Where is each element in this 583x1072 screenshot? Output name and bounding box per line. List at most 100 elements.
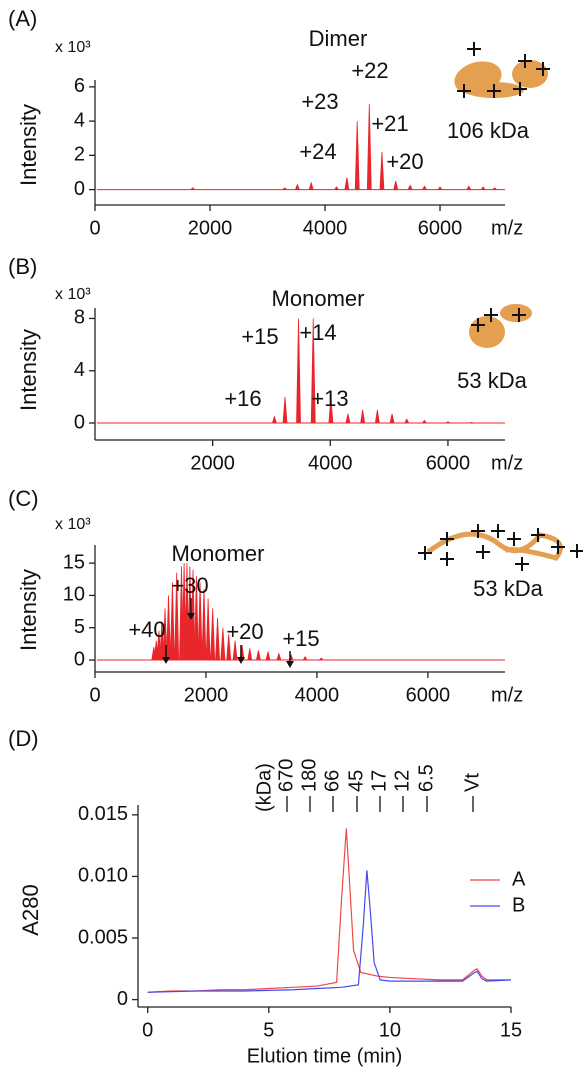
legend-label: B [512, 894, 525, 916]
marker-label: Vt [461, 773, 483, 792]
x-tick-label: 6000 [406, 684, 451, 706]
charge-label: +13 [311, 386, 348, 411]
charge-label: +22 [351, 58, 388, 83]
axis-multiplier: x 10³ [55, 286, 91, 303]
x-tick-label: 0 [89, 217, 100, 239]
y-tick-label: 4 [74, 109, 85, 131]
peak [169, 582, 175, 661]
charge-label: +30 [171, 573, 208, 598]
unfolded-cartoon [418, 524, 583, 571]
legend-label: A [512, 868, 526, 890]
peak [201, 588, 207, 661]
axis-multiplier: x 10³ [55, 39, 91, 56]
peak [480, 186, 486, 190]
charge-label: +23 [301, 89, 338, 114]
x-tick-label: 4000 [295, 684, 340, 706]
charge-label: +15 [282, 626, 319, 651]
x-axis-label: Elution time (min) [247, 1045, 403, 1067]
charge-label: +40 [128, 617, 165, 642]
peak [282, 187, 288, 190]
chart-title: Dimer [309, 26, 368, 51]
peak [318, 657, 324, 661]
x-tick-label: 6000 [426, 452, 471, 474]
panel-label: (C) [8, 486, 39, 511]
marker-label: (kDa) [253, 763, 275, 812]
peak [360, 409, 366, 424]
y-tick-label: 0.010 [78, 865, 128, 887]
arrow-head [187, 613, 195, 620]
marker-label: 6.5 [415, 764, 437, 792]
peak [366, 103, 372, 190]
peak [466, 185, 472, 190]
peak [374, 409, 380, 424]
marker-label: 180 [298, 759, 320, 792]
series-line [147, 828, 511, 993]
y-tick-label: 15 [63, 551, 85, 573]
peak [166, 595, 171, 661]
peak [437, 186, 443, 190]
charge-label: +24 [299, 139, 336, 164]
arrow-head [237, 657, 245, 664]
peak [407, 184, 413, 190]
peak [422, 185, 427, 190]
peak [469, 421, 474, 424]
axis-multiplier: x 10³ [55, 516, 91, 533]
arrow-head [286, 661, 294, 668]
y-axis-label: Intensity [16, 104, 41, 186]
peak [215, 618, 220, 661]
peak [422, 419, 427, 424]
peak [393, 180, 399, 190]
chart-title: Monomer [172, 541, 265, 566]
y-tick-label: 0 [74, 648, 85, 670]
x-axis-label: m/z [491, 684, 523, 706]
peak [220, 627, 226, 661]
peak [255, 650, 261, 661]
monomer-cartoon [469, 304, 532, 348]
peak [205, 598, 211, 661]
y-tick-label: 0 [74, 411, 85, 433]
y-tick-label: 4 [74, 359, 85, 381]
peak [310, 318, 316, 424]
x-tick-label: 2000 [188, 217, 233, 239]
peak [295, 183, 300, 190]
peak [190, 187, 196, 190]
y-tick-label: 8 [74, 307, 85, 329]
charge-label: +21 [371, 111, 408, 136]
charge-label: +16 [224, 386, 261, 411]
peak [296, 318, 301, 424]
x-tick-label: 5 [263, 1019, 274, 1041]
peak [492, 187, 497, 190]
peak [265, 651, 271, 661]
x-tick-label: 0 [89, 684, 100, 706]
charge-label: +15 [241, 324, 278, 349]
y-tick-label: 0.005 [78, 926, 128, 948]
marker-label: 670 [275, 759, 297, 792]
x-tick-label: 2000 [190, 452, 235, 474]
y-tick-label: 0.015 [78, 803, 128, 825]
x-tick-label: 2000 [184, 684, 229, 706]
dimer-cartoon [454, 42, 550, 98]
charge-label: +20 [386, 149, 423, 174]
peak [232, 640, 238, 661]
peak [344, 177, 350, 190]
peak [345, 413, 351, 424]
peak [334, 186, 339, 190]
panel-label: (D) [8, 726, 39, 751]
mass-label: 53 kDa [473, 576, 543, 601]
y-axis-label: A280 [18, 884, 43, 935]
x-tick-label: 6000 [418, 217, 463, 239]
peak [247, 648, 253, 661]
panel-label: (A) [8, 6, 37, 31]
peak [328, 396, 334, 424]
marker-label: 66 [321, 770, 343, 792]
mass-label: 53 kDa [457, 368, 527, 393]
arrow-head [162, 657, 170, 664]
peak [276, 652, 282, 661]
y-axis-label: Intensity [16, 329, 41, 411]
marker-label: 12 [391, 770, 413, 792]
peak [210, 608, 216, 661]
peak [272, 415, 277, 424]
y-tick-label: 5 [74, 616, 85, 638]
panel-label: (B) [8, 254, 37, 279]
